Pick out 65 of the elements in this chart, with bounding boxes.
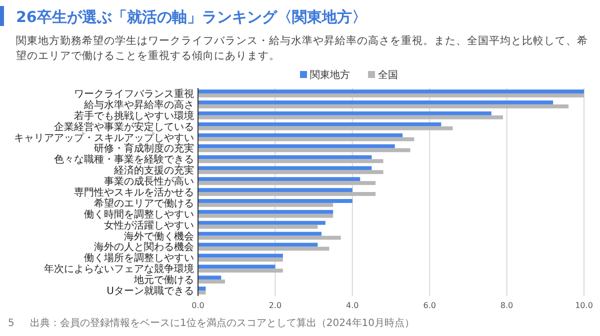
bar [198, 159, 384, 164]
chart-title: 26卒生が選ぶ「就活の軸」ランキング〈関東地方〉 [16, 8, 367, 26]
bar [198, 232, 322, 236]
x-tick-label: 10.0 [575, 301, 593, 310]
y-tick-label: 働く時間を調整しやすい [84, 208, 194, 220]
bar [198, 90, 584, 94]
text: 5 [8, 318, 14, 329]
y-tick-label: ワークライフバランス重視 [74, 88, 194, 100]
bar [198, 133, 403, 138]
bar [198, 155, 372, 160]
bar [198, 264, 276, 269]
y-tick-label: 海外の人と関わる機会 [94, 241, 194, 254]
bar [198, 254, 283, 258]
bar [198, 224, 318, 229]
bar [198, 192, 376, 196]
bar [198, 210, 334, 214]
y-tick-label: 女性が活躍しやすい [104, 219, 194, 232]
x-tick-label: 0.0 [192, 301, 204, 310]
y-tick-label: 働く場所を調整しやすい [84, 252, 194, 264]
bar [198, 258, 283, 262]
y-tick-label: 海外で働く機会 [124, 230, 194, 242]
y-tick-label: 色々な職種・事業を経験できる [54, 154, 194, 166]
bar [198, 214, 334, 218]
bar [198, 199, 352, 203]
y-tick-label: 研修・育成制度の充実 [94, 142, 194, 155]
y-tick-label: Uターン就職できる [106, 285, 194, 298]
source-note: 出典：会員の登録情報をベースに1位を満点のスコアとして算出（2024年10月時点） [30, 317, 415, 329]
y-tick-label: 若手でも挑戦しやすい環境 [74, 110, 194, 122]
bar [198, 181, 376, 185]
bar [198, 111, 492, 116]
bar [198, 188, 352, 192]
bar [198, 148, 410, 152]
bar [198, 246, 330, 251]
bar [198, 220, 326, 225]
bar [198, 115, 503, 120]
y-tick-label: 給与水準や昇給率の高さ [83, 98, 194, 111]
y-tick-label: 専門性やスキルを活かせる [74, 186, 194, 198]
bar [198, 104, 569, 108]
x-tick-label: 2.0 [268, 301, 282, 310]
bar [198, 280, 226, 284]
x-tick-label: 8.0 [500, 301, 514, 310]
y-tick-label: 年次によらないフェアな競争環境 [44, 263, 194, 276]
y-tick-label: 地元で働ける [133, 274, 194, 286]
y-tick-label: キャリアアップ・スキルアップしやすい [14, 132, 194, 144]
x-tick-label: 4.0 [346, 301, 359, 310]
bar [198, 126, 453, 130]
y-tick-label: 経済的支援の充実 [113, 164, 194, 177]
bar [198, 93, 584, 98]
bar [198, 290, 206, 294]
x-tick-label: 6.0 [423, 301, 436, 310]
bar [198, 170, 384, 174]
y-tick-label: 企業経営や事業が安定している [54, 120, 194, 133]
y-tick-label: 事業の成長性が高い [104, 176, 194, 188]
bar [198, 286, 206, 291]
legend-label: 全国 [378, 69, 398, 81]
bar [198, 202, 334, 207]
chart-subtitle: 関東地方勤務希望の学生はワークライフバランス・給与水準や昇給率の高さを重視。また、全国平均と比較して、希望のエリアで働けることを重視する傾向にあります。 [16, 34, 588, 64]
bar [198, 100, 554, 104]
bar [198, 166, 372, 170]
bar [198, 177, 360, 182]
legend-label: 関東地方 [310, 69, 350, 81]
bar [198, 122, 442, 126]
y-tick-label: 希望のエリアで働ける [94, 197, 194, 210]
bar [198, 268, 283, 273]
bar [198, 276, 222, 280]
